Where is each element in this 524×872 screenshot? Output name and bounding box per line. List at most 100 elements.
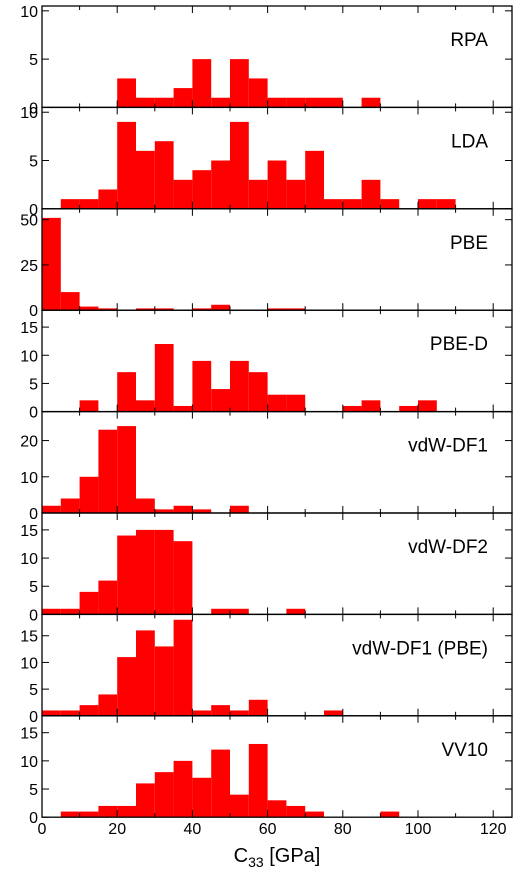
histogram-bar — [248, 743, 268, 818]
panel-vdw-df1: 0 10 20 vdW-DF1 — [20, 410, 513, 523]
histogram-bar — [230, 360, 249, 412]
y-tick-label: 15 — [20, 629, 38, 646]
histogram-bar — [211, 705, 230, 716]
histogram-bar — [361, 97, 381, 108]
histogram-bar — [248, 372, 268, 412]
y-tick-label: 5 — [29, 376, 38, 393]
histogram-bar — [211, 304, 230, 311]
histogram-bar — [211, 160, 230, 209]
histogram-bar — [324, 97, 343, 108]
histogram-bar — [42, 608, 61, 615]
x-tick-label: 100 — [405, 821, 432, 838]
histogram-bar — [211, 389, 230, 412]
x-tick-label: 60 — [259, 821, 277, 838]
panel-label: RPA — [450, 30, 488, 51]
y-tick-label: 10 — [20, 655, 38, 672]
histogram-bar — [154, 529, 174, 615]
histogram-bar — [211, 749, 230, 818]
panel-label: vdW-DF2 — [408, 537, 488, 558]
histogram-bar — [267, 308, 287, 311]
histogram-bar — [154, 344, 174, 412]
y-tick-label: 10 — [20, 754, 38, 771]
panel-frame — [41, 715, 513, 818]
y-tick-label: 15 — [20, 726, 38, 743]
histogram-bar — [418, 400, 437, 412]
histogram-bar — [60, 292, 80, 311]
histogram-bar — [248, 78, 268, 108]
histogram-bar — [230, 794, 249, 818]
panel-label: LDA — [451, 131, 488, 152]
x-tick-label: 0 — [38, 821, 47, 838]
y-tick-label: 10 — [20, 551, 38, 568]
panel-label: PBE — [450, 233, 488, 254]
histogram-bar — [154, 646, 174, 716]
histogram-bar — [60, 199, 80, 209]
x-axis-label-unit: [GPa] — [264, 845, 321, 867]
panel-lda: 0 5 10 LDA — [20, 105, 513, 219]
panel-pbe-d: 0 5 10 15 PBE-D — [20, 309, 513, 422]
histogram-bar — [192, 710, 212, 716]
histogram-bar — [173, 88, 193, 108]
histogram-bar — [230, 505, 249, 513]
histogram-bar — [98, 580, 118, 615]
histogram-bar — [230, 121, 249, 209]
histogram-bar — [436, 199, 456, 209]
histogram-bar — [117, 372, 136, 412]
histogram-bar — [324, 710, 343, 716]
histogram-bar — [286, 179, 306, 209]
histogram-bar — [286, 608, 306, 615]
y-tick-label: 0 — [29, 202, 38, 219]
y-tick-label: 10 — [20, 4, 38, 21]
histogram-bar — [136, 498, 155, 513]
histogram-bar — [267, 394, 287, 412]
panel-vdw-df1-pbe: 0 5 10 15 vdW-DF1 (PBE) — [20, 613, 513, 726]
histogram-bar — [305, 97, 324, 108]
y-tick-label: 5 — [29, 682, 38, 699]
y-tick-label: 5 — [29, 52, 38, 69]
histogram-bar — [42, 710, 61, 716]
histogram-bar — [154, 141, 174, 209]
histogram-bar — [173, 179, 193, 209]
histogram-bar — [154, 97, 174, 108]
y-tick-label: 0 — [29, 303, 38, 320]
histogram-bar — [79, 400, 99, 412]
panel-frame — [41, 208, 513, 311]
x-axis: 0 20 40 60 80 100 120 — [38, 821, 507, 838]
histogram-bar — [361, 179, 381, 209]
histogram-bar — [79, 306, 99, 311]
histogram-bar — [42, 217, 61, 311]
histogram-bar — [136, 97, 155, 108]
y-tick-label: 0 — [29, 709, 38, 726]
y-tick-label: 0 — [29, 810, 38, 827]
histogram-bar — [42, 505, 61, 513]
histogram-bar — [173, 541, 193, 615]
y-tick-label: 5 — [29, 782, 38, 799]
histogram-bar — [117, 657, 136, 716]
histogram-bar — [79, 705, 99, 716]
histogram-bar — [230, 59, 249, 108]
histogram-bar — [192, 777, 212, 818]
histogram-bar — [98, 694, 118, 716]
panel-label: vdW-DF1 (PBE) — [352, 638, 488, 659]
histogram-bar — [98, 429, 118, 513]
histogram-bar — [154, 308, 174, 311]
histogram-bar — [230, 710, 249, 716]
histogram-bar — [230, 608, 249, 615]
x-axis-label-main: C — [234, 845, 248, 867]
histogram-bar — [136, 529, 155, 615]
histogram-bar — [418, 199, 437, 209]
histogram-bar — [60, 811, 80, 818]
histogram-bar — [136, 150, 155, 209]
y-tick-label: 5 — [29, 154, 38, 171]
histogram-bar — [192, 59, 212, 108]
histogram-bar — [286, 97, 306, 108]
histogram-bar — [192, 170, 212, 209]
histogram-bar — [267, 800, 287, 818]
histogram-bar — [79, 476, 99, 513]
histogram-bar — [79, 199, 99, 209]
panel-label: PBE-D — [430, 334, 488, 355]
histogram-bar — [79, 811, 99, 818]
y-tick-label: 10 — [20, 470, 38, 487]
x-tick-label: 120 — [480, 821, 507, 838]
